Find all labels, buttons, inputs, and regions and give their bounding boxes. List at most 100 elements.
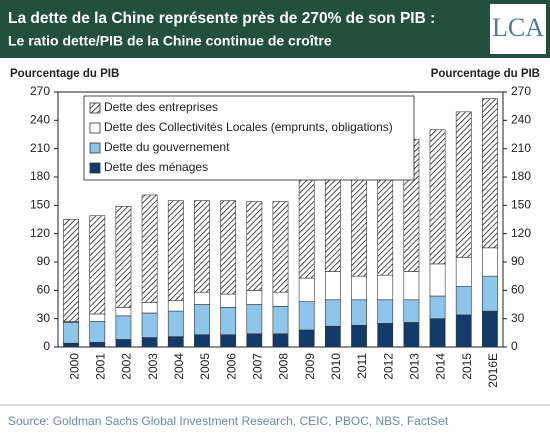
bar-segment	[298, 329, 315, 348]
bar-segment	[63, 342, 79, 348]
bar-segment	[89, 321, 106, 343]
bar-segment	[220, 307, 237, 336]
bar-segment	[167, 300, 184, 312]
x-tick-label: 2016E	[486, 353, 500, 388]
bar-segment	[298, 301, 315, 331]
bar-segment	[194, 291, 210, 305]
bar-segment	[167, 200, 184, 302]
bar-segment	[220, 200, 237, 295]
bar-segment	[272, 306, 289, 335]
legend-box	[83, 95, 415, 181]
bar-segment	[272, 333, 289, 348]
y2-tick-label: 150	[511, 198, 531, 212]
bar-segment	[272, 201, 289, 293]
bar-segment	[246, 290, 263, 305]
logo: LCA	[492, 13, 544, 42]
bar-segment	[455, 286, 472, 316]
x-tick-label: 2005	[198, 353, 212, 380]
bar-segment	[482, 247, 498, 277]
legend-swatch	[89, 122, 101, 134]
logo-box	[490, 4, 546, 54]
bar-segment	[141, 194, 158, 303]
x-tick-label: 2011	[355, 353, 369, 379]
legend-swatch	[89, 102, 101, 114]
x-tick-label: 2006	[224, 353, 238, 380]
bar-segment	[429, 318, 446, 348]
bar-segment	[455, 256, 472, 287]
bar-segment	[351, 299, 367, 326]
x-tick-label: 2007	[250, 353, 264, 380]
bar-segment	[115, 339, 132, 348]
bar-segment	[403, 271, 420, 301]
header-band	[0, 0, 550, 58]
x-tick-label: 2013	[408, 353, 422, 380]
bar-segment	[324, 299, 341, 327]
source: Source: Goldman Sachs Global Investment …	[8, 414, 449, 428]
y2-tick-label: 0	[511, 339, 518, 353]
bar-segment	[403, 299, 420, 323]
bar-segment	[167, 310, 184, 337]
bar-segment	[455, 111, 472, 258]
x-tick-label: 2015	[460, 353, 474, 380]
bar-segment	[324, 325, 341, 348]
y-tick-label: 210	[30, 141, 50, 155]
y-tick-label: 90	[37, 254, 51, 268]
x-tick-label: 2010	[329, 353, 343, 380]
bar-segment	[403, 322, 420, 348]
bar-segment	[246, 201, 263, 291]
bar-segment	[167, 336, 184, 348]
legend-label: Dette du gouvernement	[104, 140, 230, 154]
bar-segment	[377, 299, 394, 324]
x-tick-label: 2002	[120, 353, 134, 380]
y2-tick-label: 60	[511, 283, 525, 297]
y2-tick-label: 90	[511, 254, 525, 268]
legend-label: Dette des entreprises	[104, 100, 218, 114]
bar-segment	[298, 277, 315, 302]
chart-subtitle: Le ratio dette/PIB de la Chine continue …	[8, 33, 332, 49]
bar-segment	[89, 313, 106, 322]
bar-segment	[298, 174, 315, 279]
bar-segment	[194, 304, 210, 336]
x-tick-label: 2001	[93, 353, 107, 380]
bar-segment	[63, 219, 79, 322]
legend-label: Dette des ménages	[104, 160, 208, 174]
bar-segment	[455, 314, 472, 348]
bar-segment	[429, 263, 446, 297]
bar-segment	[141, 302, 158, 314]
y2-tick-label: 180	[511, 169, 531, 183]
bar-segment	[377, 274, 394, 301]
y-tick-label: 120	[30, 226, 50, 240]
y2-tick-label: 270	[511, 84, 531, 98]
bar-segment	[377, 323, 394, 348]
y2-tick-label: 30	[511, 311, 525, 325]
bar-segment	[89, 215, 106, 315]
bar-segment	[351, 275, 367, 301]
bar-segment	[220, 334, 237, 348]
y-tick-label: 270	[30, 84, 50, 98]
bar-segment	[324, 271, 341, 301]
legend-swatch	[89, 162, 101, 174]
y-tick-label: 30	[37, 311, 51, 325]
x-tick-label: 2008	[277, 353, 291, 380]
y-tick-label: 180	[30, 169, 50, 183]
legend-swatch	[89, 142, 101, 154]
y-tick-label: 0	[43, 339, 50, 353]
bar-segment	[115, 307, 132, 317]
x-tick-label: 2009	[303, 353, 317, 380]
y-axis-label: Pourcentage du PIB	[10, 68, 119, 80]
x-tick-label: 2000	[67, 353, 81, 380]
legend-label: Dette des Collectivités Locales (emprunt…	[104, 120, 393, 134]
bar-segment	[194, 334, 210, 348]
bar-segment	[115, 205, 132, 308]
bar-segment	[482, 275, 498, 312]
bar-segment	[194, 200, 210, 293]
x-tick-label: 2014	[434, 353, 448, 380]
y2-tick-label: 120	[511, 226, 531, 240]
bar-segment	[429, 295, 446, 319]
y2-axis-label: Pourcentage du PIB	[431, 68, 540, 80]
bar-segment	[89, 341, 106, 348]
bar-segment	[246, 304, 263, 335]
bar-segment	[220, 293, 237, 308]
x-tick-label: 2004	[172, 353, 186, 380]
y-tick-label: 240	[30, 113, 50, 127]
